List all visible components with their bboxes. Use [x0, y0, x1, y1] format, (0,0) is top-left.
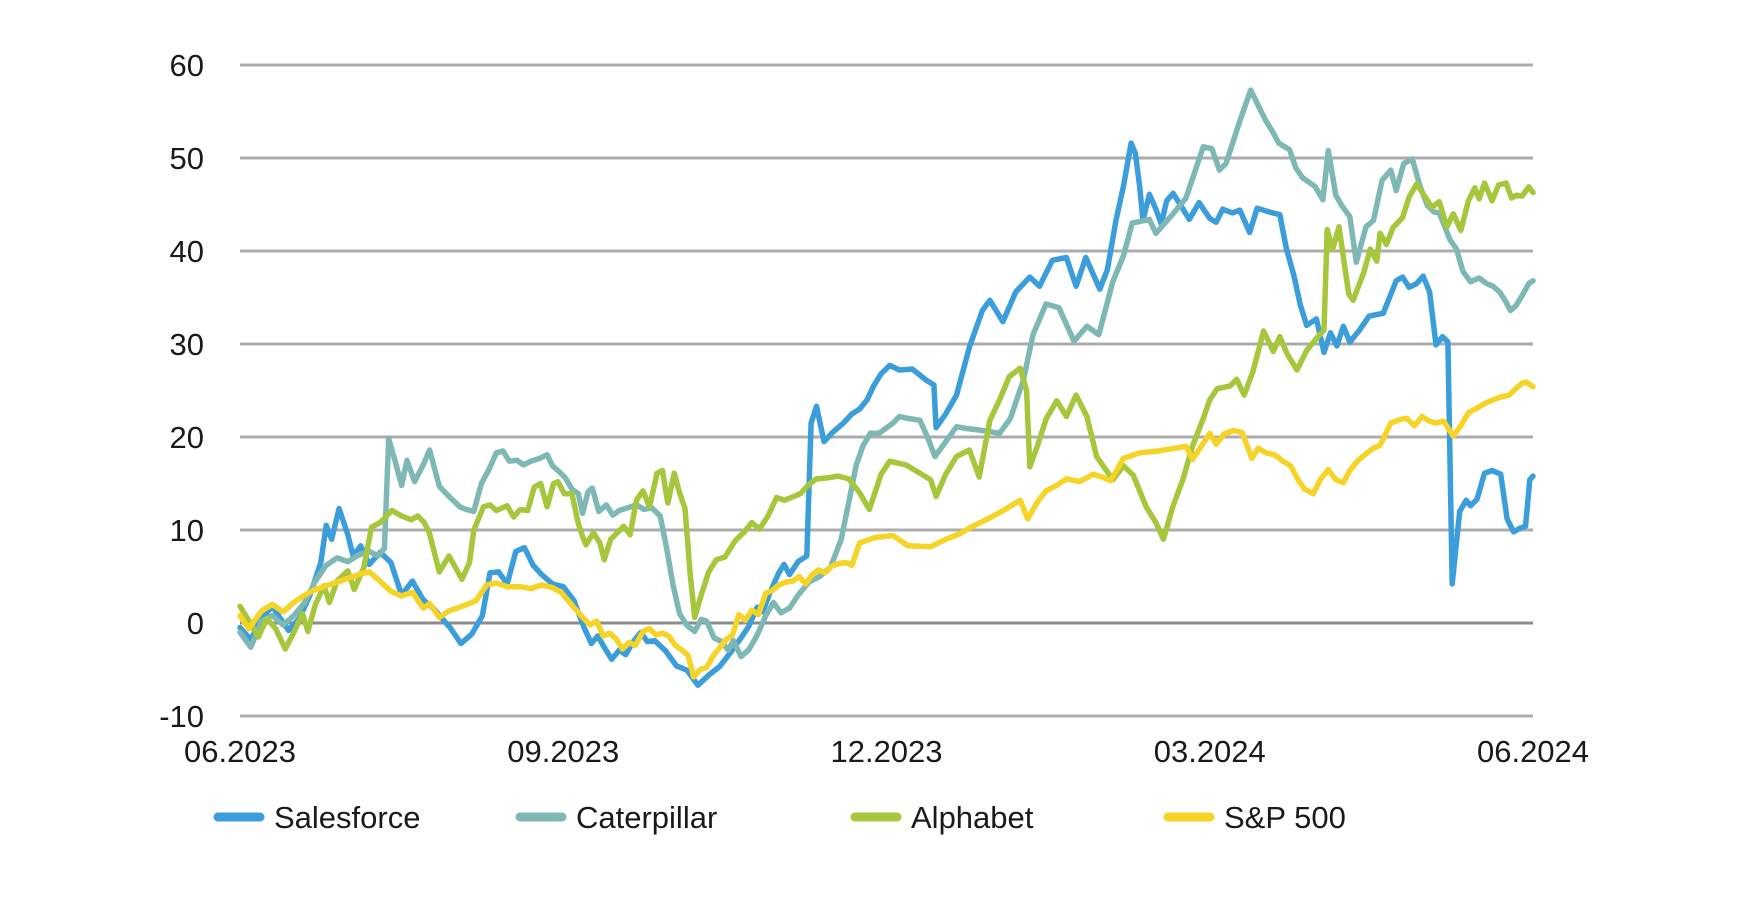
x-tick-label: 03.2024	[1154, 734, 1266, 769]
y-tick-label: 0	[187, 606, 204, 641]
y-tick-label: 50	[170, 141, 204, 176]
series-line-s-p-500	[237, 379, 1536, 680]
legend-item-alphabet: Alphabet	[850, 800, 1034, 835]
y-tick-label: -10	[159, 699, 204, 734]
series-line-alphabet	[237, 180, 1536, 652]
y-tick-label: 40	[170, 234, 204, 269]
legend-label: Caterpillar	[576, 800, 717, 835]
legend-item-salesforce: Salesforce	[213, 800, 420, 835]
x-tick-label: 06.2023	[184, 734, 296, 769]
legend-item-caterpillar: Caterpillar	[515, 800, 717, 835]
y-tick-label: 60	[170, 48, 204, 83]
y-tick-label: 20	[170, 420, 204, 455]
series-line-caterpillar	[237, 87, 1536, 660]
x-tick-label: 06.2024	[1477, 734, 1589, 769]
legend-label: Salesforce	[274, 800, 420, 835]
y-tick-label: 10	[170, 513, 204, 548]
x-tick-label: 09.2023	[507, 734, 619, 769]
y-tick-label: 30	[170, 327, 204, 362]
legend-label: S&P 500	[1224, 800, 1346, 835]
x-tick-label: 12.2023	[830, 734, 942, 769]
legend-item-s-p-500: S&P 500	[1163, 800, 1346, 835]
legend-label: Alphabet	[911, 800, 1034, 835]
series-line-salesforce	[237, 140, 1536, 689]
